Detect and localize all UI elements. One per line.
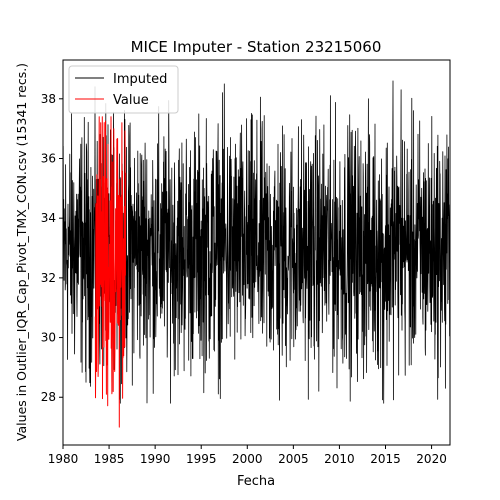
x-tick-label: 1985 [94,452,125,466]
x-tick-label: 1980 [48,452,79,466]
x-tick-label: 2020 [416,452,447,466]
x-tick-label: 1990 [140,452,171,466]
legend-label-value: Value [113,93,149,108]
y-tick-label: 28 [41,390,56,404]
x-tick-label: 1995 [186,452,217,466]
y-axis-label: Values in Outlier_IQR_Cap_Pivot_TMX_CON.… [14,63,29,441]
legend-label-imputed: Imputed [113,72,167,87]
y-tick-label: 34 [41,211,56,225]
y-tick-label: 36 [41,151,56,165]
y-tick-label: 30 [41,331,56,345]
chart-title: MICE Imputer - Station 23215060 [131,38,382,56]
legend: Imputed Value [69,66,178,113]
x-tick-label: 2000 [232,452,263,466]
x-tick-label: 2010 [324,452,355,466]
y-tick-label: 38 [41,92,56,106]
x-axis-label: Fecha [237,474,275,489]
x-tick-label: 2015 [370,452,401,466]
x-tick-label: 2005 [278,452,309,466]
y-tick-label: 32 [41,271,56,285]
